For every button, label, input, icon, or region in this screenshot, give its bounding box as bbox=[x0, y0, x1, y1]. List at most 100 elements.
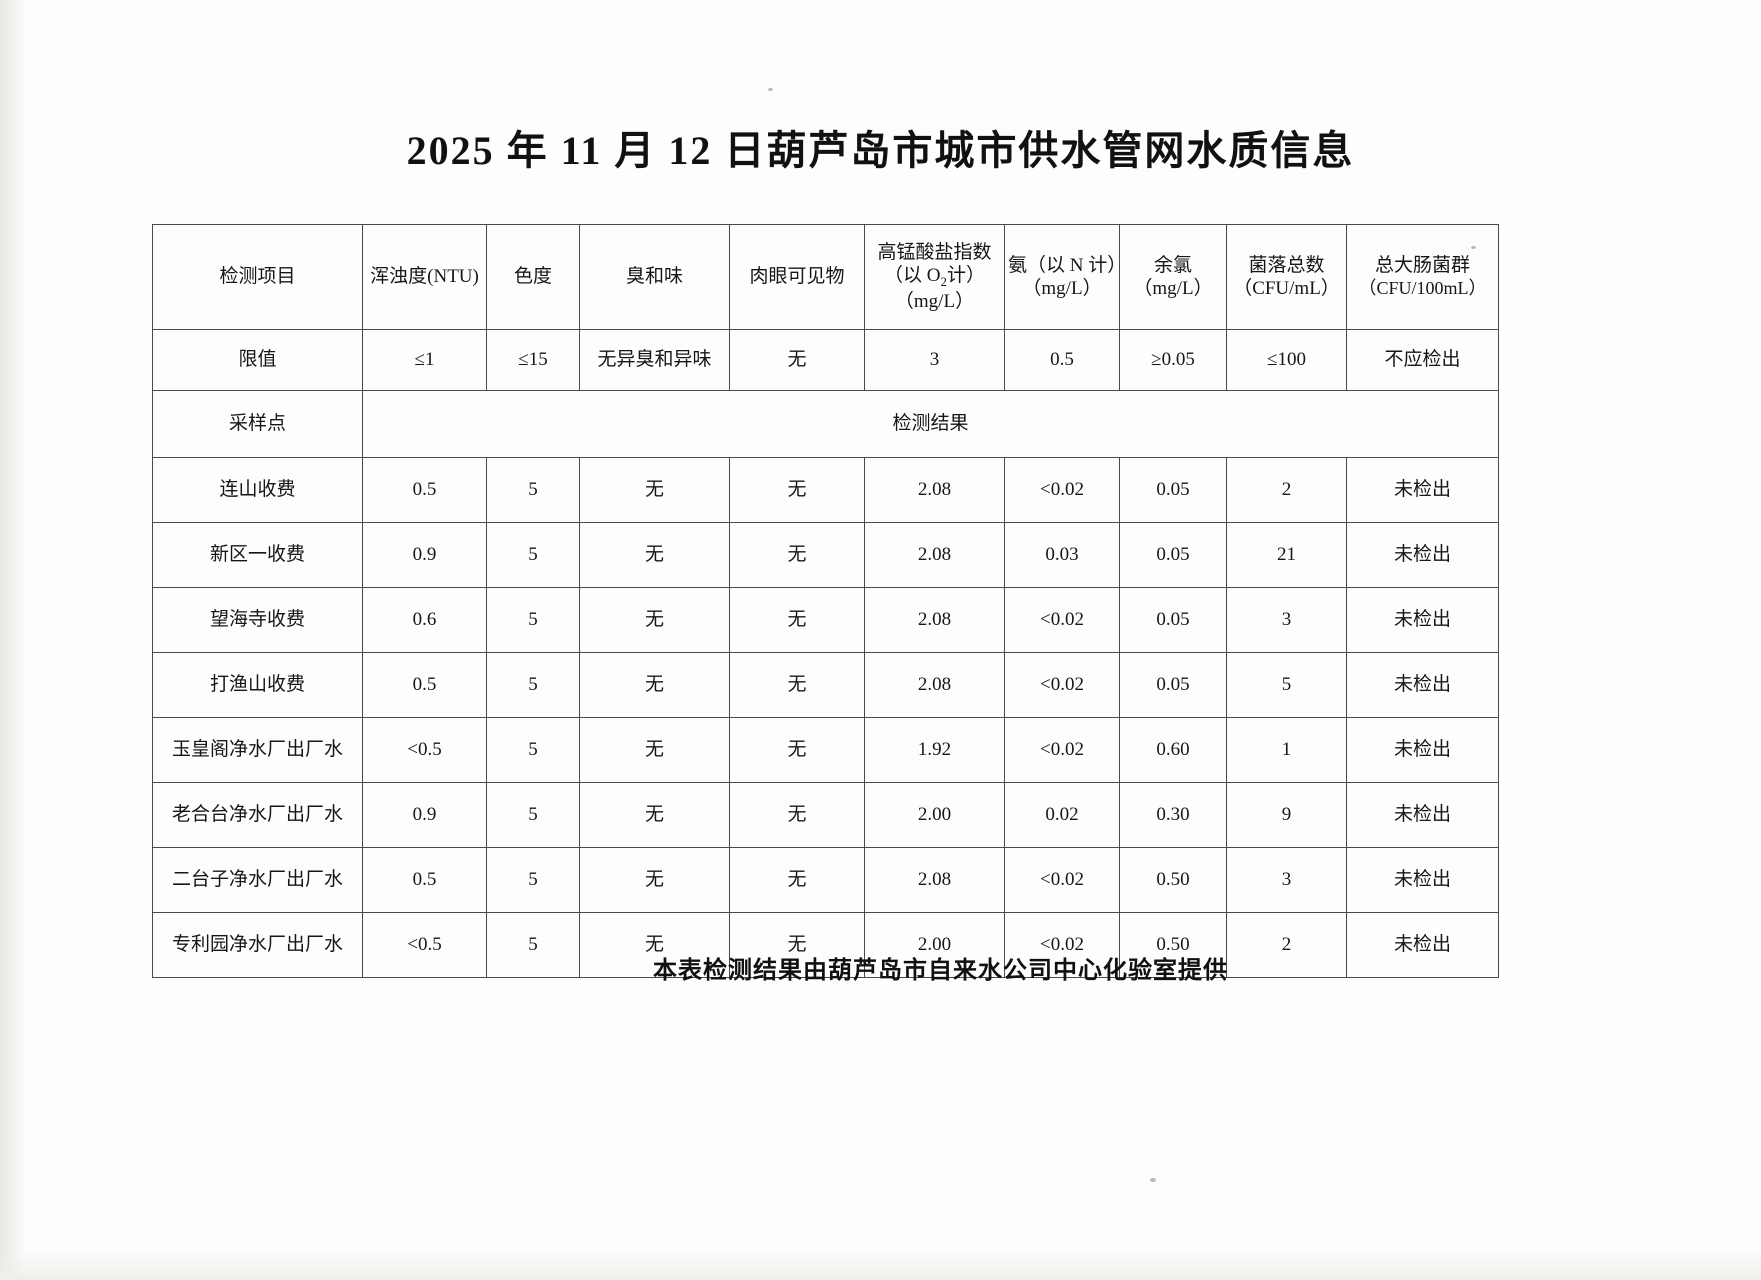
limit-turbidity: ≤1 bbox=[362, 329, 487, 391]
cell-chlorine: 0.30 bbox=[1119, 782, 1227, 848]
page-title: 2025 年 11 月 12 日葫芦岛市城市供水管网水质信息 bbox=[406, 128, 1355, 173]
row-sample-name: 二台子净水厂出厂水 bbox=[152, 847, 363, 913]
table-row: 玉皇阁净水厂出厂水 <0.5 5 无 无 1.92 <0.02 0.60 1 未… bbox=[152, 717, 1499, 783]
cell-ammonia: <0.02 bbox=[1004, 847, 1120, 913]
cell-colony: 3 bbox=[1226, 847, 1347, 913]
sample-point-header-row: 采样点 检测结果 bbox=[152, 390, 1499, 458]
header-ammonia-line2: （mg/L） bbox=[1022, 278, 1102, 299]
cell-chroma: 5 bbox=[486, 587, 580, 653]
cell-chlorine: 0.50 bbox=[1119, 912, 1227, 978]
header-turbidity: 浑浊度(NTU) bbox=[362, 224, 487, 330]
cell-coliform: 未检出 bbox=[1346, 457, 1499, 523]
water-quality-table: 检测项目 浑浊度(NTU) 色度 臭和味 肉眼可见物 高锰酸盐指数 （以 O2计… bbox=[152, 224, 1499, 978]
cell-ammonia: 0.03 bbox=[1004, 522, 1120, 588]
cell-coliform: 未检出 bbox=[1346, 522, 1499, 588]
cell-permanganate: 2.08 bbox=[864, 587, 1005, 653]
cell-permanganate: 2.00 bbox=[864, 912, 1005, 978]
cell-chroma: 5 bbox=[486, 912, 580, 978]
header-item: 检测项目 bbox=[152, 224, 363, 330]
cell-turbidity: 0.5 bbox=[362, 847, 487, 913]
cell-permanganate: 2.08 bbox=[864, 522, 1005, 588]
row-sample-name: 专利园净水厂出厂水 bbox=[152, 912, 363, 978]
cell-permanganate: 2.08 bbox=[864, 457, 1005, 523]
header-coliform-line2: （CFU/100mL） bbox=[1358, 277, 1487, 298]
row-sample-name: 新区一收费 bbox=[152, 522, 363, 588]
cell-ammonia: <0.02 bbox=[1004, 587, 1120, 653]
limit-visible-matter: 无 bbox=[729, 329, 865, 391]
cell-colony: 1 bbox=[1226, 717, 1347, 783]
limit-ammonia: 0.5 bbox=[1004, 329, 1120, 391]
cell-colony: 5 bbox=[1226, 652, 1347, 718]
cell-chroma: 5 bbox=[486, 782, 580, 848]
scan-speck bbox=[768, 88, 773, 91]
cell-odor: 无 bbox=[579, 522, 730, 588]
cell-turbidity: 0.5 bbox=[362, 457, 487, 523]
header-residual-chlorine: 余氯 （mg/L） bbox=[1119, 224, 1227, 330]
header-permanganate-subscript: 2 bbox=[940, 274, 947, 290]
header-colony-line1: 菌落总数 bbox=[1248, 254, 1325, 276]
cell-chroma: 5 bbox=[486, 522, 580, 588]
cell-turbidity: 0.9 bbox=[362, 522, 487, 588]
cell-visible-matter: 无 bbox=[729, 522, 865, 588]
cell-chlorine: 0.05 bbox=[1119, 652, 1227, 718]
sample-point-label: 采样点 bbox=[152, 390, 363, 458]
limit-permanganate: 3 bbox=[864, 329, 1005, 391]
cell-ammonia: 0.02 bbox=[1004, 782, 1120, 848]
cell-permanganate: 2.00 bbox=[864, 782, 1005, 848]
cell-colony: 21 bbox=[1226, 522, 1347, 588]
cell-odor: 无 bbox=[579, 912, 730, 978]
header-visible-matter: 肉眼可见物 bbox=[729, 224, 865, 330]
table-header-row: 检测项目 浑浊度(NTU) 色度 臭和味 肉眼可见物 高锰酸盐指数 （以 O2计… bbox=[152, 224, 1499, 330]
cell-chlorine: 0.50 bbox=[1119, 847, 1227, 913]
header-ammonia: 氨（以 N 计） （mg/L） bbox=[1004, 224, 1127, 330]
header-chlorine-line2: （mg/L） bbox=[1133, 278, 1213, 299]
scan-speck bbox=[1150, 1178, 1156, 1182]
cell-ammonia: <0.02 bbox=[1004, 912, 1120, 978]
table-row: 望海寺收费 0.6 5 无 无 2.08 <0.02 0.05 3 未检出 bbox=[152, 587, 1499, 653]
cell-visible-matter: 无 bbox=[729, 652, 865, 718]
cell-chroma: 5 bbox=[486, 717, 580, 783]
cell-visible-matter: 无 bbox=[729, 457, 865, 523]
cell-chroma: 5 bbox=[486, 457, 580, 523]
cell-coliform: 未检出 bbox=[1346, 912, 1499, 978]
header-permanganate-index: 高锰酸盐指数 （以 O2计） （mg/L） bbox=[864, 224, 1005, 330]
cell-coliform: 未检出 bbox=[1346, 652, 1499, 718]
table-row: 连山收费 0.5 5 无 无 2.08 <0.02 0.05 2 未检出 bbox=[152, 457, 1499, 523]
cell-odor: 无 bbox=[579, 717, 730, 783]
header-chroma: 色度 bbox=[486, 224, 580, 330]
cell-turbidity: 0.9 bbox=[362, 782, 487, 848]
header-ammonia-line1: 氨（以 N 计） bbox=[1008, 254, 1127, 276]
cell-visible-matter: 无 bbox=[729, 717, 865, 783]
cell-colony: 2 bbox=[1226, 457, 1347, 523]
cell-permanganate: 2.08 bbox=[864, 652, 1005, 718]
limit-value-row: 限值 ≤1 ≤15 无异臭和异味 无 3 0.5 ≥0.05 ≤100 不应检出 bbox=[152, 329, 1499, 391]
header-permanganate-line2-a: （以 O bbox=[884, 265, 941, 287]
cell-permanganate: 1.92 bbox=[864, 717, 1005, 783]
cell-chlorine: 0.60 bbox=[1119, 717, 1227, 783]
cell-visible-matter: 无 bbox=[729, 847, 865, 913]
cell-visible-matter: 无 bbox=[729, 782, 865, 848]
header-odor: 臭和味 bbox=[579, 224, 730, 330]
row-sample-name: 玉皇阁净水厂出厂水 bbox=[152, 717, 363, 783]
header-permanganate-line2-b: 计） bbox=[946, 265, 985, 287]
cell-chlorine: 0.05 bbox=[1119, 587, 1227, 653]
table-row: 老合台净水厂出厂水 0.9 5 无 无 2.00 0.02 0.30 9 未检出 bbox=[152, 782, 1499, 848]
cell-turbidity: <0.5 bbox=[362, 912, 487, 978]
scan-edge-shadow-left bbox=[0, 0, 26, 1280]
cell-turbidity: 0.5 bbox=[362, 652, 487, 718]
cell-visible-matter: 无 bbox=[729, 912, 865, 978]
header-permanganate-line2: （以 O2计） bbox=[868, 264, 1001, 290]
limit-chlorine: ≥0.05 bbox=[1119, 329, 1227, 391]
cell-visible-matter: 无 bbox=[729, 587, 865, 653]
cell-odor: 无 bbox=[579, 457, 730, 523]
cell-permanganate: 2.08 bbox=[864, 847, 1005, 913]
table-row: 新区一收费 0.9 5 无 无 2.08 0.03 0.05 21 未检出 bbox=[152, 522, 1499, 588]
cell-odor: 无 bbox=[579, 782, 730, 848]
row-sample-name: 打渔山收费 bbox=[152, 652, 363, 718]
cell-odor: 无 bbox=[579, 847, 730, 913]
row-sample-name: 老合台净水厂出厂水 bbox=[152, 782, 363, 848]
header-permanganate-line1: 高锰酸盐指数 bbox=[877, 242, 992, 264]
row-sample-name: 连山收费 bbox=[152, 457, 363, 523]
table-row: 二台子净水厂出厂水 0.5 5 无 无 2.08 <0.02 0.50 3 未检… bbox=[152, 847, 1499, 913]
